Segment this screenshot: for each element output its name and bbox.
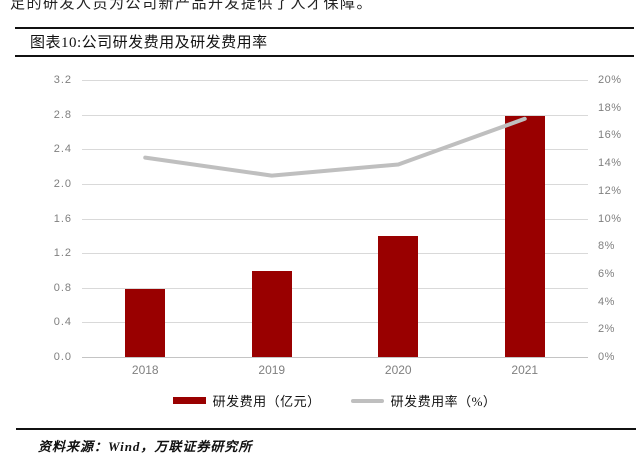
legend-item-line-series: 研发费用率（%） [350,391,497,410]
gridline [82,322,588,324]
x-axis-label: 2019 [258,363,286,377]
body-paragraph-clipped: 足的研发人员为公司新产品开发提供了人才保障。 [10,0,639,10]
figure-title: 图表10:公司研发费用及研发费用率 [30,35,268,51]
left-axis-tick: 2.8 [53,108,72,121]
gridline [82,80,588,81]
bar-2021 [504,116,545,357]
right-axis-tick: 14% [598,157,622,170]
right-axis-tick: 10% [598,212,622,225]
x-axis-label: 2018 [131,363,159,377]
bar-series-label: 研发费用（亿元） [212,394,321,409]
left-axis-tick: 0.8 [53,281,72,294]
right-axis-tick: 6% [598,267,615,280]
right-axis-tick: 20% [598,74,622,86]
line-series-swatch [350,398,384,403]
right-axis-tick: 2% [598,323,615,336]
gridline [82,357,588,358]
source-note: 资料来源：Wind，万联证券研究所 [38,439,253,454]
left-axis-tick: 1.6 [53,212,72,225]
gridline [82,253,588,255]
gridline [82,183,588,185]
gridline [82,218,588,220]
right-axis-tick: 12% [598,184,622,197]
legend-item-bar-series: 研发费用（亿元） [172,391,321,410]
left-axis-tick: 0.0 [53,351,72,363]
chart-legend: 研发费用（亿元） 研发费用率（%） [30,391,639,410]
line-series-label: 研发费用率（%） [390,394,497,409]
left-axis-tick: 2.0 [53,177,72,190]
left-axis-tick: 1.2 [53,247,72,260]
gridline [82,114,588,116]
x-axis-label: 2020 [384,363,412,377]
bar-series-swatch [172,397,206,404]
figure-title-bar: 图表10:公司研发费用及研发费用率 [15,27,634,57]
right-axis-tick: 18% [598,101,622,114]
bar-2018 [125,288,166,357]
x-axis-label: 2021 [511,363,539,377]
right-axis-tick: 16% [598,129,622,142]
bar-2020 [378,235,419,357]
body-paragraph-text: 足的研发人员为公司新产品开发提供了人才保障。 [10,0,374,10]
gridline [82,287,588,289]
right-axis-tick: 8% [598,240,615,253]
left-axis-tick: 0.4 [53,316,72,329]
bar-2019 [251,271,292,357]
left-axis-tick: 2.4 [53,143,72,156]
right-axis-tick: 4% [598,295,615,308]
footer-divider [16,428,636,430]
right-axis-tick: 0% [598,351,615,363]
left-axis-tick: 3.2 [53,74,72,86]
